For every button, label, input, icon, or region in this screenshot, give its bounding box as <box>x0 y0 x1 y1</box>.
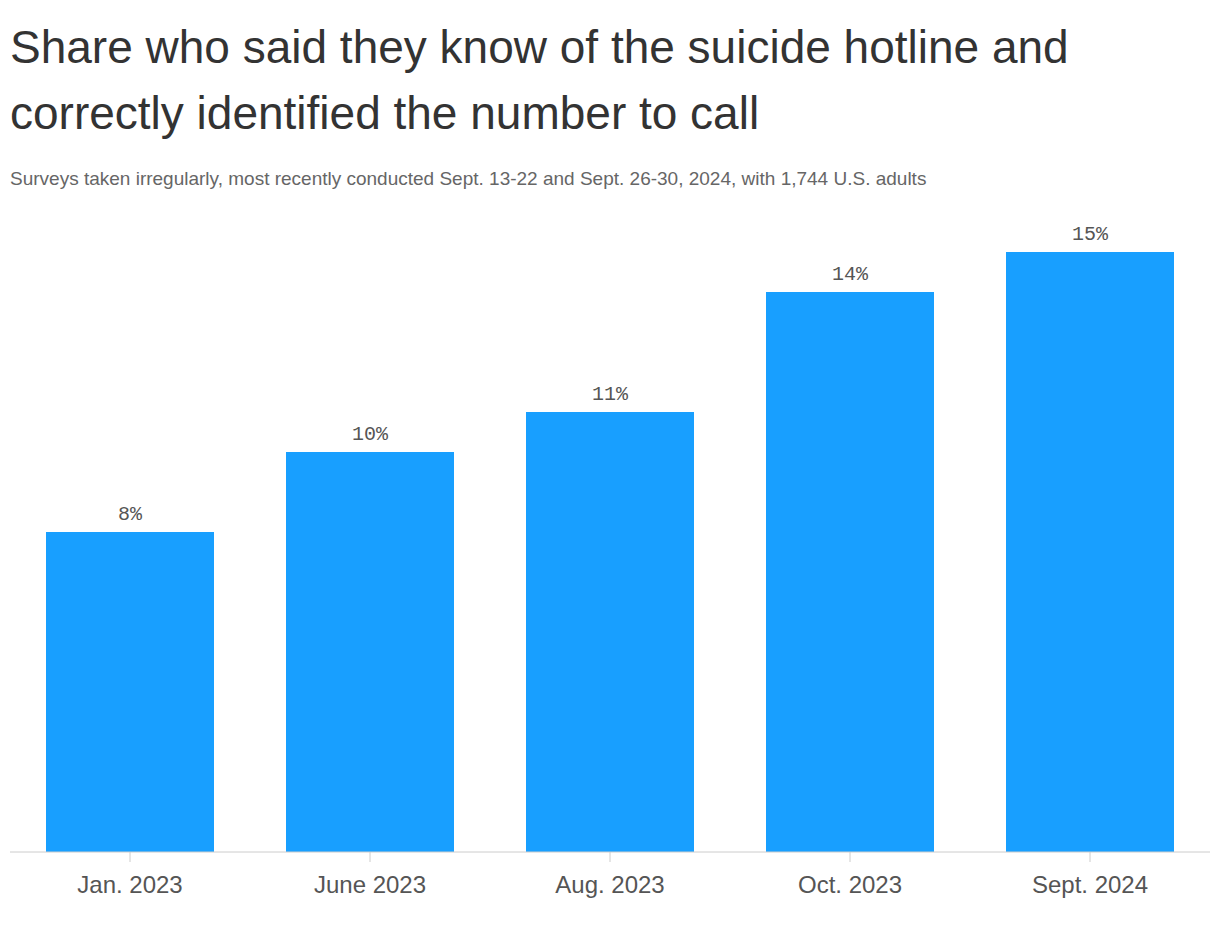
svg-text:Sept. 2024: Sept. 2024 <box>1032 871 1148 898</box>
svg-text:Aug. 2023: Aug. 2023 <box>555 871 664 898</box>
svg-text:Oct. 2023: Oct. 2023 <box>798 871 902 898</box>
svg-text:June 2023: June 2023 <box>314 871 426 898</box>
svg-text:10%: 10% <box>352 423 389 446</box>
svg-text:Jan. 2023: Jan. 2023 <box>77 871 182 898</box>
html-text:Share who said they know of th: Share who said they know of the suicide … <box>10 21 1069 139</box>
svg-text:8%: 8% <box>118 503 143 526</box>
html-text:Surveys taken irregularly, mos: Surveys taken irregularly, most recently… <box>10 168 927 189</box>
svg-text:15%: 15% <box>1072 223 1109 246</box>
svg-text:11%: 11% <box>592 383 629 406</box>
svg-text:14%: 14% <box>832 263 869 286</box>
